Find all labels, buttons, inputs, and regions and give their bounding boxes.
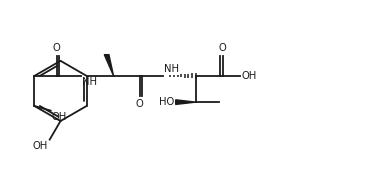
Text: NH: NH (82, 77, 96, 87)
Text: O: O (136, 99, 144, 109)
Polygon shape (176, 100, 196, 104)
Text: OH: OH (33, 141, 48, 151)
Text: OH: OH (241, 71, 256, 81)
Text: NH: NH (164, 64, 179, 74)
Text: HO: HO (159, 97, 174, 107)
Text: O: O (219, 43, 227, 54)
Polygon shape (104, 55, 114, 76)
Text: O: O (53, 43, 61, 54)
Text: OH: OH (52, 112, 67, 122)
